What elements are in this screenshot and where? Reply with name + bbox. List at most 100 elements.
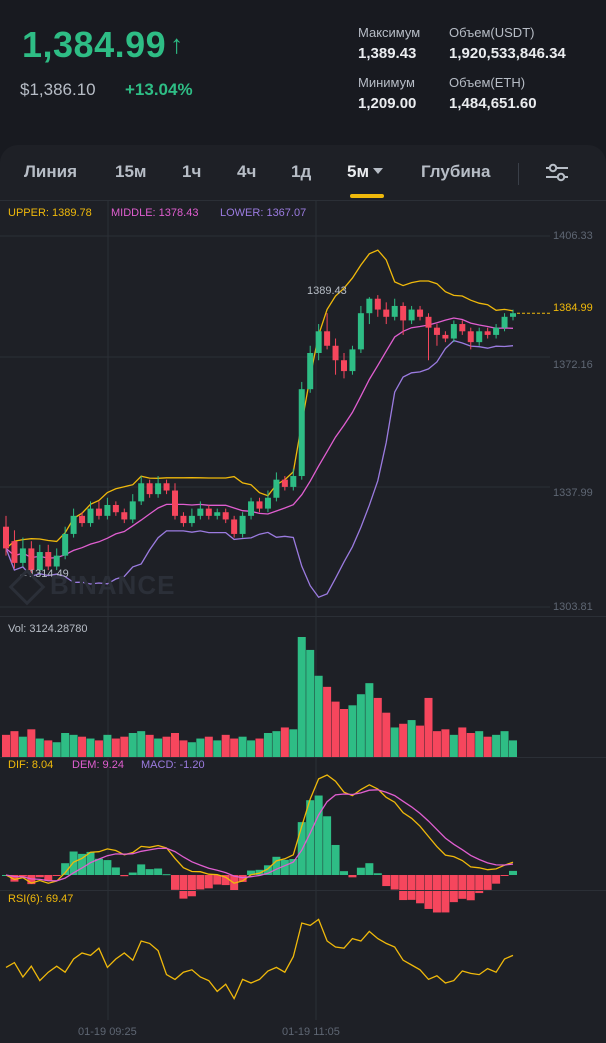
last-price: 1,384.99 ↑ (22, 24, 184, 65)
candle-body (425, 316, 432, 328)
volume-bar (44, 740, 53, 757)
volume-bar (255, 738, 264, 757)
volume-bar (52, 742, 61, 757)
candle-body (366, 298, 373, 314)
candle-body (104, 504, 111, 516)
volume-bar (145, 734, 154, 757)
candle-body (493, 327, 500, 335)
macd-dem-label: DEM: 9.24 (72, 759, 124, 771)
tab-1d[interactable]: 1д (291, 162, 312, 181)
candle-body (374, 298, 381, 310)
volume-bar (78, 736, 87, 757)
candle-body (45, 552, 52, 567)
volume-bar (196, 738, 205, 757)
macd-histogram-bar (449, 875, 458, 903)
volume-bar (407, 720, 416, 757)
macd-histogram-bar (356, 867, 365, 875)
macd-histogram-bar (466, 875, 475, 901)
y-axis-label-2: 1372.16 (553, 359, 593, 371)
chevron-down-icon (373, 167, 384, 174)
candle-body (484, 331, 491, 335)
volume-bar (154, 738, 163, 757)
macd-histogram-bar (196, 875, 205, 890)
chart-top-border (0, 200, 606, 201)
candle-body (28, 548, 35, 571)
candle-body (146, 483, 153, 495)
candle-body (264, 497, 271, 509)
macd-histogram-bar (399, 875, 408, 901)
volume-bar (509, 740, 517, 757)
macd-histogram-bar (69, 851, 78, 875)
volume-bar (466, 733, 475, 757)
candle-body (341, 360, 347, 372)
macd-value-label: MACD: -1.20 (141, 759, 205, 771)
stat-vol-usdt-label: Объем(USDT) (449, 25, 535, 40)
candle-body (95, 508, 102, 516)
macd-histogram-bar (35, 875, 44, 878)
bb-middle-label: MIDDLE: 1378.43 (111, 207, 199, 219)
candle-body (332, 345, 339, 361)
candle-body (231, 519, 238, 534)
macd-histogram-bar (128, 872, 137, 875)
candle-body (180, 515, 187, 524)
volume-bar (390, 727, 399, 757)
bb-upper-label: UPPER: 1389.78 (8, 207, 92, 219)
candle-body (357, 313, 364, 350)
tab-4h[interactable]: 4ч (237, 162, 257, 181)
volume-bar (500, 731, 509, 757)
candle-body (510, 313, 516, 317)
candle-body (256, 501, 263, 509)
settings-sliders-icon[interactable] (545, 163, 569, 183)
volume-bar (373, 697, 382, 757)
macd-histogram-bar (509, 870, 517, 875)
macd-histogram-bar (221, 875, 230, 886)
last-price-tag: 1384.99 (553, 302, 593, 314)
rsi-label: RSI(6): 69.47 (8, 893, 74, 905)
volume-bar (297, 637, 306, 757)
binance-watermark: BINANCE (8, 568, 175, 606)
tab-5m[interactable]: 5м (347, 162, 384, 182)
volume-bar (103, 734, 112, 757)
high-marker-label: 1389.43 (307, 285, 347, 297)
macd-histogram-bar (179, 875, 188, 899)
interval-tabs: Линия 15м 1ч 4ч 1д 5м Глубина (0, 145, 606, 200)
volume-bar (306, 649, 315, 757)
tab-depth[interactable]: Глубина (421, 162, 491, 181)
volume-bar (162, 736, 171, 757)
tab-line[interactable]: Линия (24, 162, 78, 181)
candle-body (476, 331, 483, 343)
macd-histogram-bar (111, 867, 120, 875)
candle-body (459, 324, 466, 332)
candle-body (298, 389, 305, 477)
macd-histogram-bar (306, 800, 315, 875)
macd-histogram-bar (263, 865, 272, 875)
macd-histogram-bar (61, 863, 70, 875)
macd-histogram-bar (120, 875, 129, 877)
fiat-price: $1,386.10 (20, 80, 96, 99)
volume-bar (314, 675, 323, 757)
candle-body (155, 483, 162, 495)
tab-divider (518, 163, 519, 185)
candle-body (248, 501, 255, 516)
y-axis-label-1: 1406.33 (553, 230, 593, 242)
candle-body (222, 512, 229, 520)
volume-bar (27, 729, 36, 757)
candle-body (129, 501, 136, 520)
candle-body (11, 541, 18, 563)
volume-bar (2, 734, 10, 757)
tab-1h[interactable]: 1ч (182, 162, 202, 181)
volume-bar (458, 727, 467, 757)
macd-histogram-bar (187, 875, 196, 897)
rsi-divider (0, 890, 606, 891)
tab-15m[interactable]: 15м (115, 162, 147, 181)
macd-histogram-bar (162, 874, 171, 876)
candle-body (163, 483, 170, 491)
macd-histogram-bar (272, 856, 281, 875)
macd-histogram-bar (171, 875, 179, 890)
macd-histogram-bar (255, 869, 264, 875)
rsi-line (5, 918, 514, 1001)
macd-histogram-bar (247, 870, 256, 875)
macd-histogram-bar (103, 860, 112, 875)
macd-histogram-bar (475, 875, 484, 894)
